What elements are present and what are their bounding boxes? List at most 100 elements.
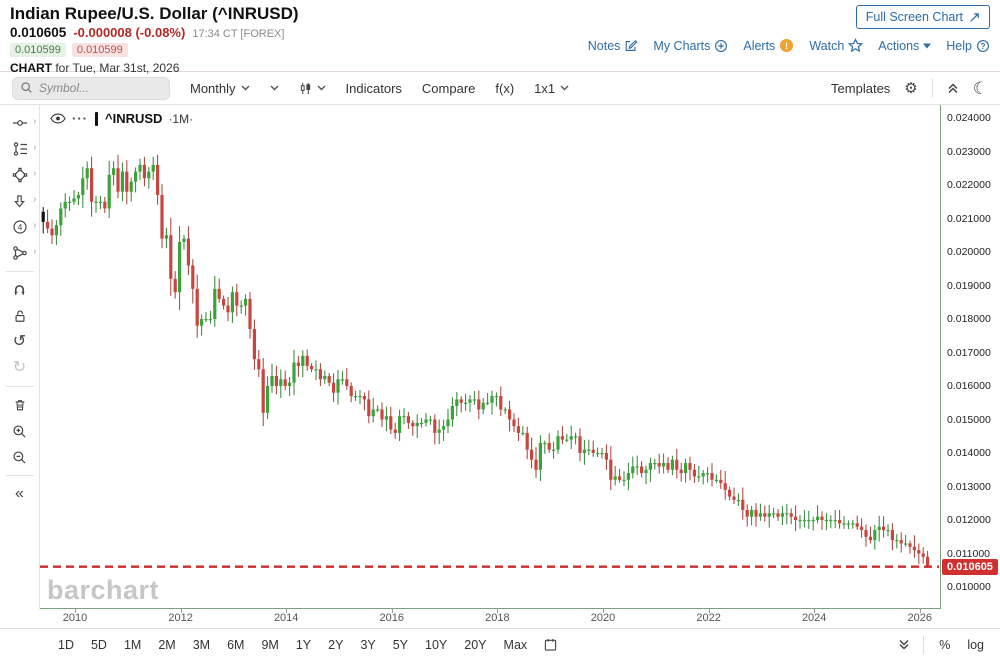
period-dropdown[interactable]: Monthly — [190, 81, 250, 96]
submenu-chevron-icon[interactable]: › — [33, 194, 37, 205]
x-axis-tick-label: 2024 — [801, 612, 827, 624]
y-axis-tick-label: 0.011000 — [947, 547, 991, 560]
bid-badge: 0.010599 — [10, 43, 66, 57]
indicators-button[interactable]: Indicators — [345, 80, 402, 96]
toolbar-divider — [931, 79, 933, 97]
chevron-down-icon — [560, 85, 569, 91]
more-menu-icon[interactable]: ··· — [72, 111, 88, 126]
ask-badge: 0.010599 — [71, 43, 128, 57]
measure-tool-button[interactable]: › — [3, 240, 37, 266]
chart-type-dropdown[interactable] — [299, 82, 326, 95]
plus-circle-icon — [714, 39, 728, 53]
expand-down-icon[interactable] — [898, 639, 910, 651]
header-link-my-charts[interactable]: My Charts — [653, 39, 728, 53]
aggregation-dropdown[interactable] — [270, 85, 279, 91]
header-link-label: Watch — [809, 38, 845, 53]
caret-down-icon — [923, 43, 932, 49]
delete-button[interactable] — [3, 392, 37, 418]
header-right: Full Screen Chart Notes My Charts Alerts! W… — [588, 5, 990, 53]
numbered-annotation-tool-button[interactable]: 4 › — [3, 214, 37, 240]
range-button-3y[interactable]: 3Y — [360, 637, 376, 652]
range-button-5y[interactable]: 5Y — [392, 637, 409, 652]
range-button-max[interactable]: Max — [503, 637, 528, 652]
range-button-1m[interactable]: 1M — [123, 637, 142, 652]
zoom-in-icon — [12, 424, 27, 439]
candlestick-type-icon — [299, 82, 312, 95]
arrow-tool-button[interactable]: › — [3, 188, 37, 214]
range-button-20y[interactable]: 20Y — [464, 637, 487, 652]
x-axis-tick-label: 2014 — [273, 612, 299, 624]
range-button-1y[interactable]: 1Y — [295, 637, 312, 652]
page-title: Indian Rupee/U.S. Dollar (^INRUSD) — [10, 4, 299, 23]
range-button-1d[interactable]: 1D — [58, 637, 74, 652]
chart-main: › › › › 4 › › ↺ ↻ « ··· ^INRUSD ·1M· barchart 0.0… — [0, 105, 1000, 609]
dark-mode-icon[interactable]: ☾ — [972, 78, 988, 98]
submenu-chevron-icon[interactable]: › — [33, 246, 37, 257]
percent-scale-toggle[interactable]: % — [939, 637, 951, 652]
legend-symbol: ^INRUSD — [105, 111, 163, 126]
expressions-button[interactable]: f(x) — [495, 80, 515, 96]
chevron-down-icon — [317, 85, 326, 91]
range-button-6m[interactable]: 6M — [227, 637, 245, 652]
header-link-label: Alerts — [743, 38, 776, 53]
gear-icon[interactable]: ⚙ — [904, 79, 918, 97]
log-scale-toggle[interactable]: log — [967, 637, 984, 652]
unlock-button[interactable] — [3, 303, 37, 329]
range-button-2m[interactable]: 2M — [158, 637, 176, 652]
shapes-tool-button[interactable]: › — [3, 162, 37, 188]
range-button-9m[interactable]: 9M — [261, 637, 279, 652]
header-link-watch[interactable]: Watch — [809, 38, 864, 53]
y-axis-tick-label: 0.010000 — [947, 581, 991, 593]
last-price: 0.010605 — [10, 25, 67, 40]
x-axis-tick — [286, 609, 288, 613]
submenu-chevron-icon[interactable]: › — [33, 220, 37, 231]
expand-arrow-icon — [969, 12, 980, 23]
full-screen-chart-button[interactable]: Full Screen Chart — [855, 5, 990, 29]
range-button-3m[interactable]: 3M — [192, 637, 211, 652]
y-axis-tick-label: 0.018000 — [947, 313, 991, 325]
range-button-2y[interactable]: 2Y — [328, 637, 344, 652]
range-button-5d[interactable]: 5D — [90, 637, 107, 652]
submenu-chevron-icon[interactable]: › — [33, 168, 37, 179]
trendline-tool-button[interactable]: › — [3, 110, 37, 136]
x-axis-tick-label: 2026 — [907, 612, 933, 624]
undo-button[interactable]: ↺ — [3, 329, 37, 355]
collapse-panel-icon[interactable] — [947, 82, 959, 94]
header-link-alerts[interactable]: Alerts! — [743, 38, 794, 53]
measure-tool-icon — [12, 245, 28, 261]
y-axis-tick-label: 0.019000 — [947, 279, 991, 292]
grid-layout-dropdown[interactable]: 1x1 — [534, 81, 569, 96]
collapse-sidebar-button[interactable]: « — [3, 481, 37, 507]
series-legend: ··· ^INRUSD ·1M· — [50, 111, 193, 126]
zoom-in-button[interactable] — [3, 418, 37, 444]
calendar-icon[interactable] — [542, 636, 559, 653]
sidebar-divider — [5, 475, 34, 476]
y-axis-tick-label: 0.016000 — [947, 380, 991, 392]
magnet-button[interactable] — [3, 277, 37, 303]
header-link-help[interactable]: Help? — [946, 39, 990, 53]
x-axis-tick-label: 2018 — [485, 612, 510, 624]
templates-button[interactable]: Templates — [831, 80, 891, 96]
symbol-search — [12, 76, 170, 100]
redo-icon: ↻ — [12, 359, 27, 376]
time-axis[interactable]: 2010 2012 2014 2016 2018 2020 2022 2024 2026 — [0, 609, 1000, 628]
header-links: Notes My Charts Alerts! Watch Actions Help? — [588, 38, 990, 53]
range-button-10y[interactable]: 10Y — [425, 637, 448, 652]
compare-button[interactable]: Compare — [421, 80, 476, 96]
header-link-actions[interactable]: Actions — [878, 39, 932, 53]
y-axis-tick-label: 0.013000 — [947, 480, 991, 493]
price-axis[interactable]: 0.010605 0.024000 0.023000 0.022000 0.02100… — [940, 105, 1000, 609]
zoom-out-icon — [12, 450, 27, 465]
eye-icon[interactable] — [50, 113, 66, 124]
x-axis-tick-label: 2010 — [62, 612, 88, 624]
submenu-chevron-icon[interactable]: › — [33, 142, 37, 153]
zoom-out-button[interactable] — [3, 444, 37, 470]
candlestick-chart-canvas[interactable] — [40, 105, 939, 608]
y-axis-tick-label: 0.017000 — [947, 346, 991, 359]
fibonacci-tool-button[interactable]: › — [3, 136, 37, 162]
period-label: Monthly — [190, 80, 236, 96]
submenu-chevron-icon[interactable]: › — [33, 116, 37, 127]
chart-label: CHART — [10, 61, 52, 75]
header-link-notes[interactable]: Notes — [588, 39, 639, 53]
symbol-search-input[interactable] — [12, 76, 170, 100]
